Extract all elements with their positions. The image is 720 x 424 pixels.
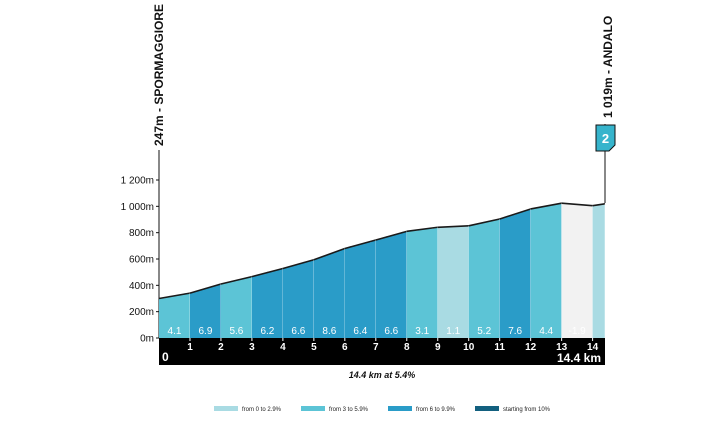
segment-gradient-label: 3.1 xyxy=(415,326,429,337)
segment-fill xyxy=(499,209,531,338)
climb-summary: 14.4 km at 5.4% xyxy=(349,370,416,380)
road-line xyxy=(561,202,593,207)
profile-segments: 4.1 6.9 5.6 6.2 6.6 8.6 6.4 6.6 3.1 1.1 5.2 7.6 4.4 -… xyxy=(158,202,606,338)
y-axis: 0m 200m 400m 600m 800m 1 000m 1 200m xyxy=(121,176,160,345)
segment-gradient-label: 6.9 xyxy=(199,326,213,337)
km-tick-label: 10 xyxy=(463,342,475,353)
road-line xyxy=(437,225,469,229)
km-start-label: 0 xyxy=(162,350,169,364)
road-line xyxy=(344,239,377,250)
segment-gradient-label: 5.2 xyxy=(477,326,491,337)
road-line xyxy=(158,292,191,300)
segment-fill xyxy=(190,284,221,338)
y-tick-label: 1 200m xyxy=(121,176,154,187)
km-tick-label: 12 xyxy=(525,342,537,353)
legend-swatch xyxy=(301,406,325,411)
km-tick-label: 14 xyxy=(587,342,599,353)
finish-badge: 2 xyxy=(595,124,616,152)
legend-label: from 3 to 5.9% xyxy=(329,407,369,413)
legend-swatch xyxy=(475,406,499,411)
segment-fill xyxy=(159,293,190,338)
road-line xyxy=(375,230,407,241)
finish-name: ANDALO xyxy=(601,16,615,67)
km-tick-label: 7 xyxy=(373,342,379,353)
start-label: 247m - SPORMAGGIORE xyxy=(152,4,166,146)
y-tick-label: 0m xyxy=(140,334,154,345)
km-tick-label: 8 xyxy=(404,342,410,353)
y-tick-label: 400m xyxy=(129,281,154,292)
segment-gradient-label: 8.6 xyxy=(322,326,336,337)
km-tick-label: 9 xyxy=(435,342,441,353)
road-line xyxy=(406,226,438,233)
y-tick-label: 1 000m xyxy=(121,202,154,213)
km-tick-label: 1 xyxy=(187,342,193,353)
road-line xyxy=(282,259,315,270)
finish-label: 1 019m - ANDALO xyxy=(601,16,615,118)
segment-fill xyxy=(468,219,500,338)
road-line xyxy=(592,203,606,207)
road-line xyxy=(468,218,500,227)
start-altitude: 247m xyxy=(152,115,166,146)
legend-label: from 0 to 2.9% xyxy=(242,407,282,413)
segment-gradient-label: 5.6 xyxy=(229,326,243,337)
road-line xyxy=(251,267,284,278)
legend-swatch xyxy=(214,406,238,411)
segment-gradient-label: 6.2 xyxy=(260,326,274,337)
segment-fill xyxy=(592,203,605,338)
segment-gradient-label: -1.9 xyxy=(569,326,587,337)
km-tick-label: 11 xyxy=(494,342,505,353)
y-tick-label: 600m xyxy=(129,255,154,266)
segment-gradient-label: 4.4 xyxy=(539,326,553,337)
road-line xyxy=(220,275,253,285)
y-tick-label: 200m xyxy=(129,307,154,318)
km-tick-label: 4 xyxy=(280,342,286,353)
km-tick-label: 5 xyxy=(311,342,317,353)
road-line xyxy=(313,247,346,261)
finish-badge-number: 2 xyxy=(602,131,609,146)
legend-swatch xyxy=(388,406,412,411)
road-line xyxy=(530,202,562,210)
km-end-label: 14.4 km xyxy=(557,351,601,365)
km-tick-label: 6 xyxy=(342,342,348,353)
km-band-background xyxy=(159,338,605,365)
segment-gradient-label: 4.1 xyxy=(168,326,182,337)
road-line xyxy=(499,208,531,220)
segment-gradient-label: 6.6 xyxy=(384,326,398,337)
segment-fill xyxy=(561,202,593,338)
y-tick-label: 800m xyxy=(129,228,154,239)
segment-fill xyxy=(406,227,438,338)
segment-fill xyxy=(282,259,314,338)
legend-label: starting from 10% xyxy=(503,407,551,413)
legend: from 0 to 2.9% from 3 to 5.9% from 6 to 9.… xyxy=(214,406,551,413)
km-tick-label: 13 xyxy=(556,342,568,353)
segment-gradient-label: 7.6 xyxy=(508,326,522,337)
start-name: SPORMAGGIORE xyxy=(152,4,166,105)
km-tick-label: 3 xyxy=(249,342,255,353)
road-line xyxy=(189,283,222,294)
finish-badge-shape xyxy=(595,124,616,152)
segment-fill xyxy=(220,276,252,338)
segment-gradient-label: 1.1 xyxy=(446,326,460,337)
finish-altitude: 1 019m xyxy=(601,77,615,118)
segment-fill xyxy=(313,248,345,338)
km-tick-label: 2 xyxy=(218,342,224,353)
segment-fill xyxy=(375,231,407,338)
segment-fill xyxy=(344,240,376,338)
segment-fill xyxy=(530,203,562,338)
legend-label: from 6 to 9.9% xyxy=(416,407,456,413)
segment-gradient-label: 6.4 xyxy=(353,326,367,337)
segment-fill xyxy=(251,268,283,338)
segment-gradient-label: 6.6 xyxy=(291,326,305,337)
segment-fill xyxy=(437,225,469,338)
